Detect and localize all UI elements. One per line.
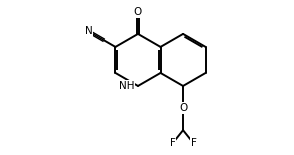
Text: O: O bbox=[134, 7, 142, 17]
Text: N: N bbox=[85, 26, 92, 36]
Text: O: O bbox=[179, 103, 187, 113]
Text: F: F bbox=[170, 138, 176, 148]
Text: NH: NH bbox=[118, 81, 134, 91]
Text: F: F bbox=[191, 138, 196, 148]
